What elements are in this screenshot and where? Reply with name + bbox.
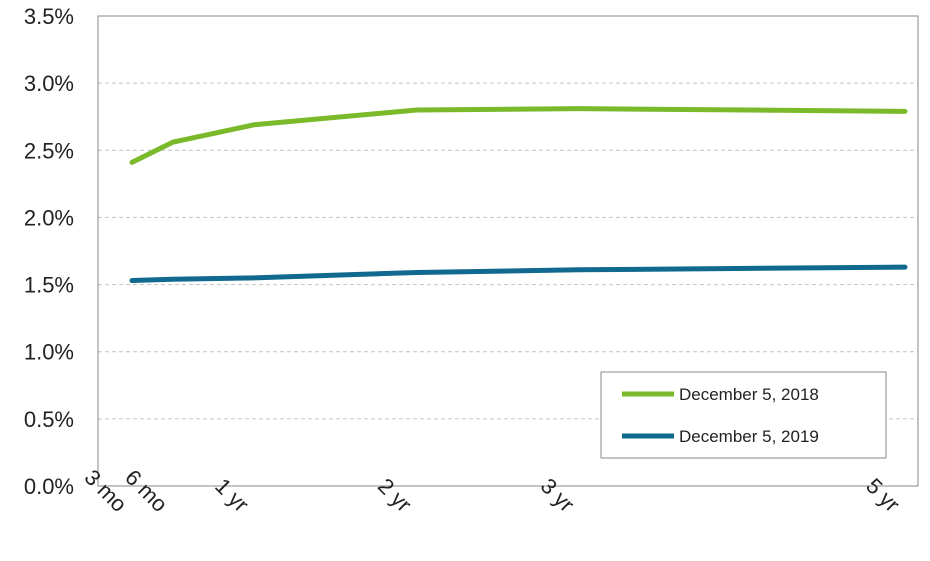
y-tick-label: 3.0%: [24, 71, 74, 96]
gridlines: [98, 82, 918, 420]
x-axis-ticks: 3 mo6 mo 1 yr 2 yr 3 yr 5 yr: [80, 465, 905, 517]
series-lines: [129, 106, 908, 284]
x-tick-label: 5 yr: [861, 473, 905, 517]
legend: December 5, 2018 December 5, 2019: [600, 371, 887, 459]
y-axis-ticks: 0.0% 0.5% 1.0% 1.5% 2.0% 2.5% 3.0% 3.5%: [24, 4, 74, 499]
series-line-0: [129, 106, 908, 165]
y-tick-label: 0.0%: [24, 474, 74, 499]
series-line-1: [129, 264, 908, 284]
x-tick-label: 3 mo: [80, 465, 132, 517]
plot-frame: [97, 15, 919, 487]
x-tick-label: 2 yr: [373, 473, 417, 517]
x-tick-label: 6 mo: [120, 465, 172, 517]
legend-label-2018: December 5, 2018: [679, 385, 819, 404]
y-tick-label: 1.0%: [24, 340, 74, 365]
y-tick-label: 2.5%: [24, 138, 74, 163]
y-tick-label: 1.5%: [24, 273, 74, 298]
x-tick-label: 1 yr: [210, 473, 254, 517]
y-tick-label: 2.0%: [24, 205, 74, 230]
x-tick-label: 3 yr: [536, 473, 580, 517]
legend-label-2019: December 5, 2019: [679, 427, 819, 446]
y-tick-label: 3.5%: [24, 4, 74, 29]
y-tick-label: 0.5%: [24, 407, 74, 432]
legend-box: [600, 371, 887, 459]
